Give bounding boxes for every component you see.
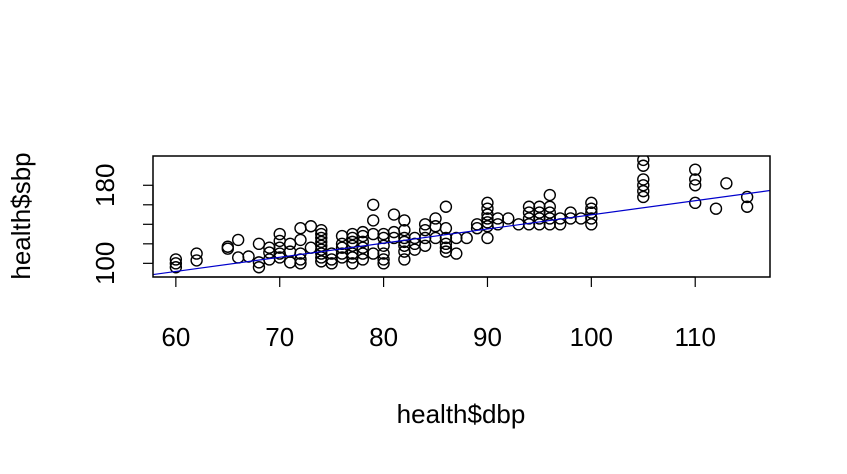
data-point: [740, 200, 754, 213]
data-point: [377, 239, 390, 252]
data-point: [377, 247, 390, 260]
data-point: [367, 214, 380, 227]
data-point: [377, 253, 390, 266]
data-point: [481, 208, 494, 221]
data-point: [481, 202, 494, 215]
data-point: [418, 223, 432, 237]
data-point: [429, 212, 442, 225]
data-point: [252, 237, 266, 251]
x-tick-label: 60: [161, 322, 190, 352]
regression-line: [153, 189, 770, 276]
data-point: [315, 223, 328, 237]
data-point: [543, 200, 556, 213]
data-point: [304, 220, 318, 233]
data-point: [439, 222, 453, 235]
data-point: [325, 257, 338, 270]
data-point: [315, 243, 328, 256]
data-point: [585, 206, 598, 219]
data-point: [720, 177, 733, 190]
data-point: [585, 202, 598, 215]
data-point: [408, 243, 421, 256]
data-point: [190, 247, 203, 260]
data-point: [231, 233, 245, 247]
data-point: [315, 227, 328, 241]
y-tick-label: 100: [90, 242, 120, 285]
data-point: [439, 241, 453, 254]
data-point: [450, 247, 463, 260]
data-point: [283, 237, 297, 251]
data-point: [169, 261, 183, 274]
data-point: [169, 253, 183, 266]
x-tick-label: 110: [674, 322, 715, 352]
data-point: [346, 257, 359, 270]
data-point: [740, 190, 754, 204]
data-point: [689, 196, 702, 210]
data-point: [502, 212, 515, 225]
data-point: [398, 214, 411, 227]
data-point: [398, 223, 411, 237]
data-point: [543, 188, 556, 202]
data-point: [439, 200, 453, 213]
x-axis: 60 70 80 90 100 110: [161, 276, 716, 352]
y-tick-label: 180: [90, 164, 120, 207]
data-point: [543, 206, 556, 219]
data-point: [190, 254, 203, 267]
data-point: [356, 241, 370, 254]
data-point: [294, 233, 307, 247]
x-tick-label: 100: [570, 322, 613, 352]
data-point: [315, 231, 328, 245]
x-tick-label: 90: [473, 322, 502, 352]
data-point: [585, 218, 598, 231]
data-point: [460, 231, 473, 245]
data-point: [169, 257, 183, 270]
data-point: [689, 163, 702, 176]
data-point: [356, 253, 370, 266]
data-point: [637, 190, 650, 204]
data-point: [377, 257, 390, 270]
data-point: [637, 159, 650, 172]
data-point: [637, 184, 650, 198]
data-point: [398, 253, 411, 266]
data-point: [356, 235, 370, 249]
data-point: [367, 198, 380, 211]
x-tick-label: 80: [369, 322, 398, 352]
data-point: [315, 235, 328, 249]
data-point: [637, 173, 650, 186]
y-axis: 100 180: [90, 164, 154, 285]
data-point: [637, 179, 650, 192]
data-point: [585, 212, 598, 225]
data-point: [439, 237, 453, 251]
data-point: [637, 156, 650, 167]
data-point: [418, 239, 432, 252]
data-point: [491, 218, 505, 231]
x-axis-title: health$dbp: [397, 399, 526, 429]
data-point: [221, 240, 234, 253]
data-point: [689, 179, 702, 192]
x-tick-label: 70: [265, 322, 294, 352]
data-point: [689, 173, 702, 186]
data-point: [481, 196, 494, 210]
data-point: [387, 208, 401, 221]
data-point: [709, 202, 723, 215]
data-point: [294, 257, 307, 270]
y-axis-title: health$sbp: [6, 152, 36, 279]
data-point: [252, 261, 266, 274]
data-point: [273, 227, 286, 241]
data-point: [481, 231, 494, 245]
data-point: [585, 196, 598, 210]
data-point: [273, 241, 286, 254]
